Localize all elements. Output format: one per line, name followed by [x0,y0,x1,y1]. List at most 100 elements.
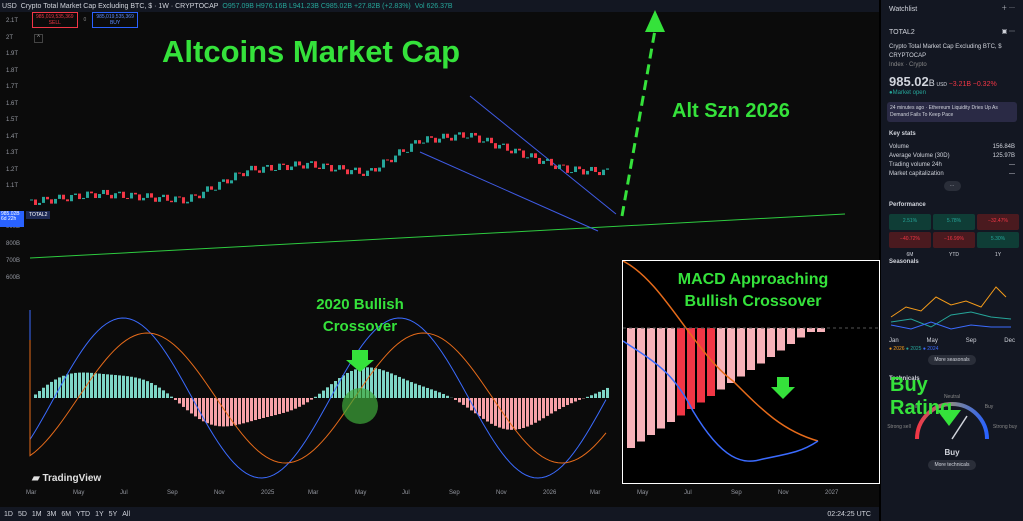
macd-bar [378,369,381,398]
candle [134,192,137,195]
range-button-6m[interactable]: 6M [61,510,72,518]
range-button-5d[interactable]: 5D [17,510,27,518]
currency-label[interactable]: USD [2,2,17,10]
add-icon[interactable]: ＋ [1001,6,1008,12]
macd-bar [126,376,129,398]
key-stats-heading: Key stats [889,131,916,137]
news-card[interactable]: 24 minutes ago · Ethereum Liquidity Drie… [887,102,1017,122]
macd-bar [382,370,385,398]
candle [182,197,185,204]
expand-stats-button[interactable]: ⋯ [881,181,1023,191]
candle [326,163,329,166]
macd-bar [62,375,65,398]
watchlist-tools: ＋ ⋯ [1001,5,1015,16]
performance-cell[interactable]: 5.30% 1Y [977,232,1019,258]
macd-bar [566,398,569,406]
buy-button[interactable]: 985,019,535,369 BUY [92,12,138,28]
macd-bar [438,392,441,398]
symbol-tools-icon[interactable]: ▣ ⋯ [1001,29,1015,35]
candle [118,191,121,194]
category: Index · Crypto [889,62,927,68]
time-tick: Mar [308,490,319,496]
macd-bar [518,398,521,430]
macd-bar [154,385,157,398]
macd-bar [578,398,581,400]
macd-bar [54,379,57,398]
candle [90,191,93,194]
candle [398,149,401,156]
range-button-all[interactable]: All [122,510,131,518]
candle [578,166,581,170]
performance-heading: Performance [889,202,926,208]
price-tick: 1.1T [6,183,19,189]
candle [86,191,89,198]
zoom-macd-bar [817,328,825,332]
chart-area[interactable]: USD Crypto Total Market Cap Excluding BT… [0,0,952,507]
macd-bar [546,398,549,416]
performance-cell[interactable]: 5.78%1M [933,214,975,240]
time-tick: 2025 [261,490,275,496]
macd-bar [346,372,349,398]
range-button-ytd[interactable]: YTD [76,510,91,518]
symbol-name[interactable]: TOTAL2 [889,29,915,36]
candle [314,161,317,168]
performance-cell[interactable]: 2.51%1W [889,214,931,240]
candle [434,137,437,143]
macd-zoom-chart [623,261,879,462]
candle [486,137,489,142]
utc-clock[interactable]: 02:24:25 UTC [827,510,871,518]
candle [94,193,97,199]
macd-bar [290,398,293,411]
price-tick: 1.4T [6,133,19,140]
price-chart[interactable] [0,0,879,490]
stat-value: 125.97B [992,153,1015,159]
buy-label: BUY [109,20,121,26]
chart-title: Altcoins Market Cap [162,34,461,69]
range-button-3m[interactable]: 3M [46,510,57,518]
candle [558,164,561,170]
macd-bar [166,393,169,398]
performance-cell[interactable]: −16.99% YTD [933,232,975,258]
macd-bar [226,398,229,427]
price-tick: 800B [6,241,21,247]
seasonal-year: ● 2026 [889,346,906,352]
range-button-1m[interactable]: 1M [31,510,42,518]
macd-bar [242,398,245,424]
range-button-1y[interactable]: 1Y [95,510,104,518]
watchlist-title[interactable]: Watchlist [889,6,918,13]
technicals-title: Technicals [881,375,1023,384]
range-button-1d[interactable]: 1D [4,510,13,518]
candle [574,166,577,173]
candle [322,163,325,170]
macd-bar [330,384,333,398]
candle [510,150,513,154]
gauge-needle [951,415,968,440]
range-button-5y[interactable]: 5Y [108,510,118,518]
candle [238,172,241,174]
macd-bar [246,398,249,423]
more-icon[interactable]: ⋯ [1008,6,1015,12]
more-technicals-button[interactable]: More technicals [881,460,1023,470]
macd-bar [410,382,413,398]
candle [50,199,53,204]
gauge-strong-sell: Strong sell [887,424,911,430]
macd-bar [274,398,277,416]
macd-bar [506,398,509,430]
more-seasonals-button[interactable]: More seasonals [881,355,1023,365]
macd-bar [562,398,565,407]
time-tick: Nov [778,490,789,496]
macd-bar [442,393,445,398]
sell-label: SELL [48,20,61,26]
symbol-title[interactable]: Crypto Total Market Cap Excluding BTC, $… [20,2,219,10]
collapse-icon[interactable]: ^ [34,34,43,43]
sell-button[interactable]: 985,019,535,369 SELL [32,12,78,28]
performance-cell[interactable]: −40.72% 6M [889,232,931,258]
performance-cell[interactable]: −32.47%3M [977,214,1019,240]
candle [242,173,245,177]
price-tick: 1.9T [6,51,19,57]
macd-bar [230,398,233,426]
key-stats-title: Key stats [881,130,1023,139]
candle [246,170,249,177]
macd-bar [530,398,533,425]
macd-bar [470,398,473,411]
